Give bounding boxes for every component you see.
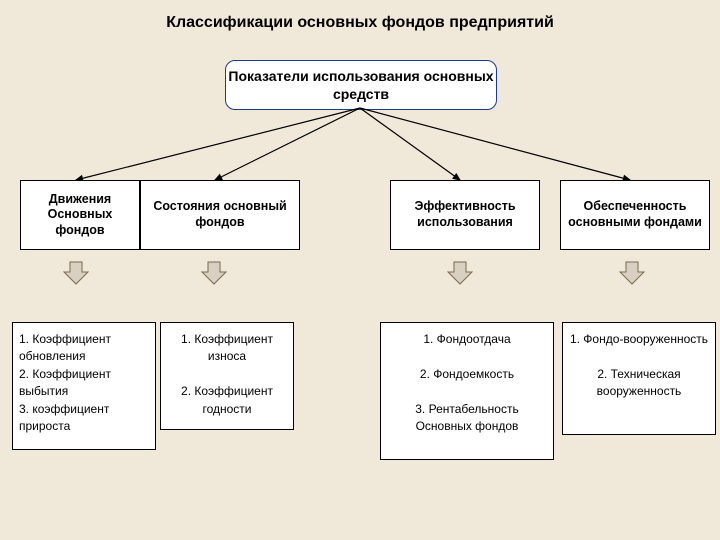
detail-box: 1. Фондоотдача2. Фондоемкость3. Рентабел… [380,322,554,460]
category-box: Движения Основных фондов [20,180,140,250]
detail-box: 1. Коэффициент обновления2. Коэффициент … [12,322,156,450]
category-box: Эффективность использования [390,180,540,250]
category-box: Обеспеченность основными фондами [560,180,710,250]
detail-box: 1. Фондо-вооруженность2. Техническая воо… [562,322,716,435]
category-box: Состояния основный фондов [140,180,300,250]
root-node: Показатели использования основных средст… [225,60,497,110]
detail-box: 1. Коэффициент износа2. Коэффициент годн… [160,322,294,430]
down-arrow-icon [62,260,90,286]
down-arrow-icon [200,260,228,286]
page-title: Классификации основных фондов предприяти… [0,0,720,32]
root-node-label: Показатели использования основных средст… [226,67,496,103]
down-arrow-icon [618,260,646,286]
down-arrow-icon [446,260,474,286]
